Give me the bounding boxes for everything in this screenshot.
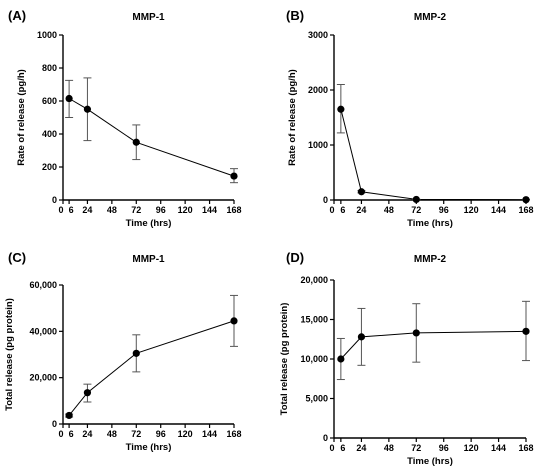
- y-axis-label: Rate of release (pg/h): [16, 69, 27, 166]
- x-tick-label: 120: [464, 443, 479, 453]
- x-tick-label: 168: [226, 205, 241, 215]
- chart-title: MMP-1: [132, 254, 165, 265]
- x-tick-label: 144: [202, 429, 217, 439]
- x-tick-label: 72: [411, 205, 421, 215]
- x-tick-label: 96: [156, 205, 166, 215]
- y-axis-label: Total release (pg protein): [4, 298, 15, 411]
- x-axis-label: Time (hrs): [407, 218, 453, 229]
- x-tick-label: 144: [491, 443, 506, 453]
- y-tick-label: 800: [42, 63, 57, 73]
- data-point: [357, 188, 366, 196]
- x-tick-label: 48: [384, 443, 394, 453]
- series-line: [68, 320, 235, 416]
- x-tick-label: 6: [340, 443, 345, 453]
- y-tick-label: 0: [52, 419, 57, 429]
- data-point: [83, 105, 92, 113]
- data-point: [412, 195, 420, 204]
- x-tick-label: 96: [439, 443, 449, 453]
- data-point: [65, 411, 73, 420]
- data-point: [357, 333, 366, 341]
- x-tick-label: 0: [58, 429, 63, 439]
- x-tick-label: 144: [491, 205, 506, 215]
- panel-letter: (D): [286, 250, 304, 265]
- x-tick-label: 24: [82, 429, 92, 439]
- x-tick-label: 24: [356, 205, 366, 215]
- y-tick-label: 400: [42, 129, 57, 139]
- y-tick-label: 20,000: [300, 275, 328, 285]
- data-point: [337, 105, 345, 113]
- data-point: [337, 355, 345, 363]
- data-point: [65, 94, 73, 103]
- x-tick-label: 48: [107, 429, 117, 439]
- x-axis-label: Time (hrs): [126, 218, 172, 229]
- x-tick-label: 168: [518, 205, 533, 215]
- x-tick-label: 96: [156, 429, 166, 439]
- data-point: [522, 327, 530, 335]
- x-tick-label: 0: [329, 443, 334, 453]
- x-tick-label: 0: [329, 205, 334, 215]
- y-axis-label: Total release (pg protein): [279, 303, 290, 416]
- x-tick-label: 0: [58, 205, 63, 215]
- y-tick-label: 3000: [308, 30, 328, 40]
- y-tick-label: 5,000: [305, 394, 328, 404]
- x-tick-label: 24: [356, 443, 366, 453]
- y-tick-label: 200: [42, 162, 57, 172]
- data-point: [230, 317, 238, 325]
- x-tick-label: 120: [464, 205, 479, 215]
- x-axis-label: Time (hrs): [407, 456, 453, 467]
- x-tick-label: 72: [131, 205, 141, 215]
- data-point: [132, 349, 140, 357]
- x-tick-label: 6: [69, 205, 74, 215]
- y-tick-label: 0: [52, 195, 57, 205]
- y-tick-label: 20,000: [29, 373, 57, 383]
- panel-letter: (A): [8, 8, 26, 23]
- data-point: [230, 172, 238, 180]
- y-tick-label: 15,000: [300, 315, 328, 325]
- y-tick-label: 60,000: [29, 280, 57, 290]
- chart-title: MMP-1: [132, 12, 165, 23]
- x-axis-label: Time (hrs): [126, 442, 172, 453]
- x-tick-label: 168: [226, 429, 241, 439]
- data-point: [132, 138, 140, 146]
- panel-letter: (B): [286, 8, 304, 23]
- y-axis-label: Rate of release (pg/h): [287, 69, 298, 166]
- series-line: [340, 109, 527, 201]
- series-line: [68, 98, 235, 177]
- x-tick-label: 120: [178, 205, 193, 215]
- x-tick-label: 6: [340, 205, 345, 215]
- y-tick-label: 0: [323, 433, 328, 443]
- y-tick-label: 1000: [37, 30, 57, 40]
- data-point: [412, 329, 420, 337]
- chart-title: MMP-2: [414, 12, 447, 23]
- y-tick-label: 600: [42, 96, 57, 106]
- panel-letter: (C): [8, 250, 26, 265]
- y-tick-label: 10,000: [300, 354, 328, 364]
- x-tick-label: 144: [202, 205, 217, 215]
- x-tick-label: 96: [439, 205, 449, 215]
- y-tick-label: 40,000: [29, 326, 57, 336]
- x-tick-label: 120: [178, 429, 193, 439]
- data-point: [522, 196, 530, 204]
- y-tick-label: 1000: [308, 140, 328, 150]
- y-tick-label: 0: [323, 195, 328, 205]
- x-tick-label: 24: [82, 205, 92, 215]
- series-line: [340, 330, 527, 360]
- x-tick-label: 72: [131, 429, 141, 439]
- x-tick-label: 72: [411, 443, 421, 453]
- chart-title: MMP-2: [414, 254, 447, 265]
- y-tick-label: 2000: [308, 85, 328, 95]
- x-tick-label: 48: [384, 205, 394, 215]
- data-point: [83, 389, 92, 397]
- x-tick-label: 6: [69, 429, 74, 439]
- x-tick-label: 168: [518, 443, 533, 453]
- x-tick-label: 48: [107, 205, 117, 215]
